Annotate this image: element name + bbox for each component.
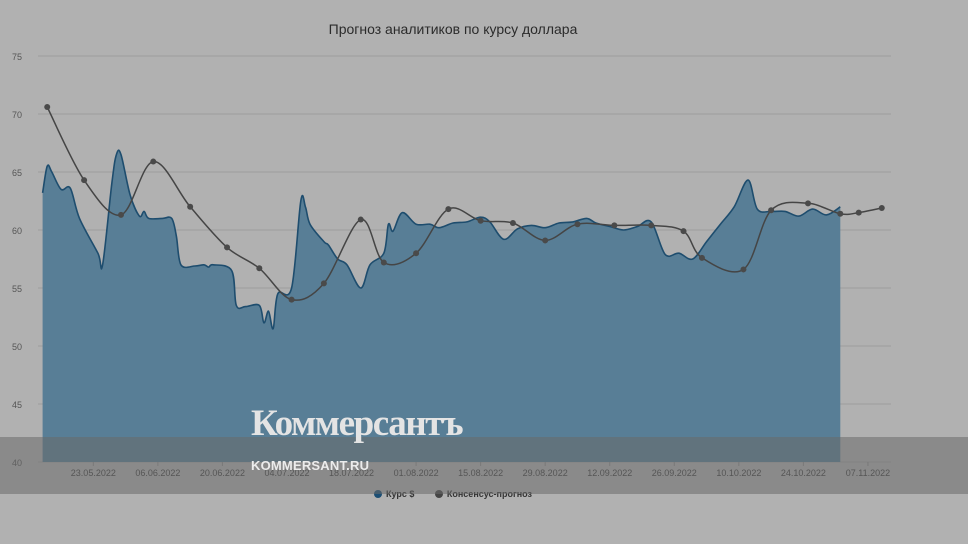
legend-item-consensus[interactable]: Консенсус-прогноз [434, 489, 533, 499]
consensus-point[interactable] [740, 266, 747, 273]
consensus-point[interactable] [477, 217, 484, 224]
consensus-point[interactable] [542, 237, 549, 244]
consensus-point[interactable] [117, 211, 124, 218]
y-tick-label: 60 [12, 226, 22, 236]
consensus-point[interactable] [81, 177, 88, 184]
consensus-point[interactable] [256, 265, 263, 272]
y-tick-label: 50 [12, 342, 22, 352]
chart-title: Прогноз аналитиков по курсу доллара [328, 21, 578, 37]
legend-marker-rate [373, 490, 382, 498]
consensus-point[interactable] [224, 244, 231, 251]
consensus-point[interactable] [768, 207, 775, 214]
consensus-point[interactable] [445, 206, 452, 213]
consensus-point[interactable] [357, 216, 364, 223]
consensus-point[interactable] [611, 222, 618, 229]
watermark-band [0, 437, 968, 494]
y-tick-label: 75 [12, 52, 22, 62]
consensus-point[interactable] [150, 158, 157, 165]
consensus-point[interactable] [574, 221, 581, 228]
consensus-point[interactable] [648, 222, 655, 229]
watermark-logo: Коммерсантъ [251, 403, 464, 444]
consensus-point[interactable] [288, 296, 295, 303]
rate-line [41, 149, 841, 330]
consensus-point[interactable] [805, 200, 812, 207]
consensus-point[interactable] [698, 254, 705, 261]
y-tick-label: 65 [12, 168, 22, 178]
consensus-point[interactable] [509, 220, 516, 227]
legend-label-consensus: Консенсус-прогноз [446, 489, 533, 499]
consensus-point[interactable] [44, 104, 51, 111]
consensus-point[interactable] [413, 250, 420, 257]
consensus-point[interactable] [380, 259, 387, 266]
rate-area [42, 150, 841, 462]
consensus-point[interactable] [187, 203, 194, 210]
y-tick-label: 45 [12, 400, 22, 410]
consensus-point[interactable] [878, 204, 885, 211]
consensus-point[interactable] [855, 209, 862, 216]
legend-item-rate[interactable]: Курс $ [373, 489, 415, 499]
y-tick-label: 70 [12, 110, 22, 120]
consensus-point[interactable] [320, 280, 327, 287]
consensus-point[interactable] [680, 228, 687, 235]
y-tick-label: 55 [12, 284, 22, 294]
consensus-point[interactable] [837, 210, 844, 217]
legend-marker-consensus [434, 490, 443, 498]
chart-legend: Курс $ Консенсус-прогноз [0, 489, 906, 499]
watermark-url: KOMMERSANT.RU [251, 458, 370, 473]
legend-label-rate: Курс $ [385, 489, 415, 499]
